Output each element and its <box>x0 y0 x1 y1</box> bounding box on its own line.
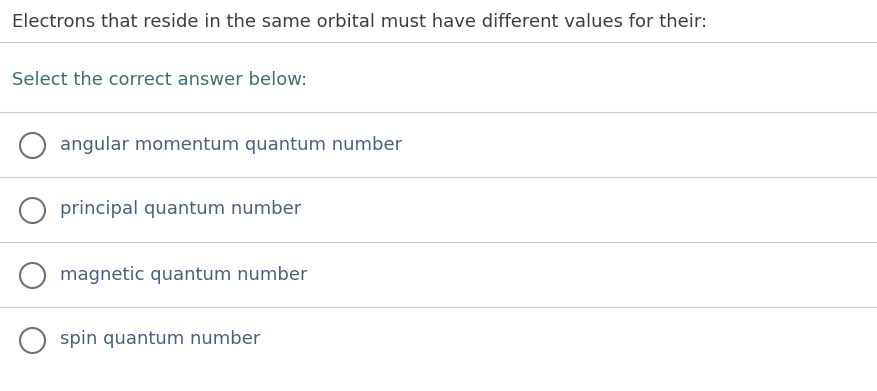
Text: Select the correct answer below:: Select the correct answer below: <box>12 71 307 89</box>
Text: principal quantum number: principal quantum number <box>60 201 302 219</box>
Text: Electrons that reside in the same orbital must have different values for their:: Electrons that reside in the same orbita… <box>12 13 707 31</box>
Text: angular momentum quantum number: angular momentum quantum number <box>60 136 403 154</box>
Text: magnetic quantum number: magnetic quantum number <box>60 265 308 283</box>
Text: spin quantum number: spin quantum number <box>60 330 260 348</box>
